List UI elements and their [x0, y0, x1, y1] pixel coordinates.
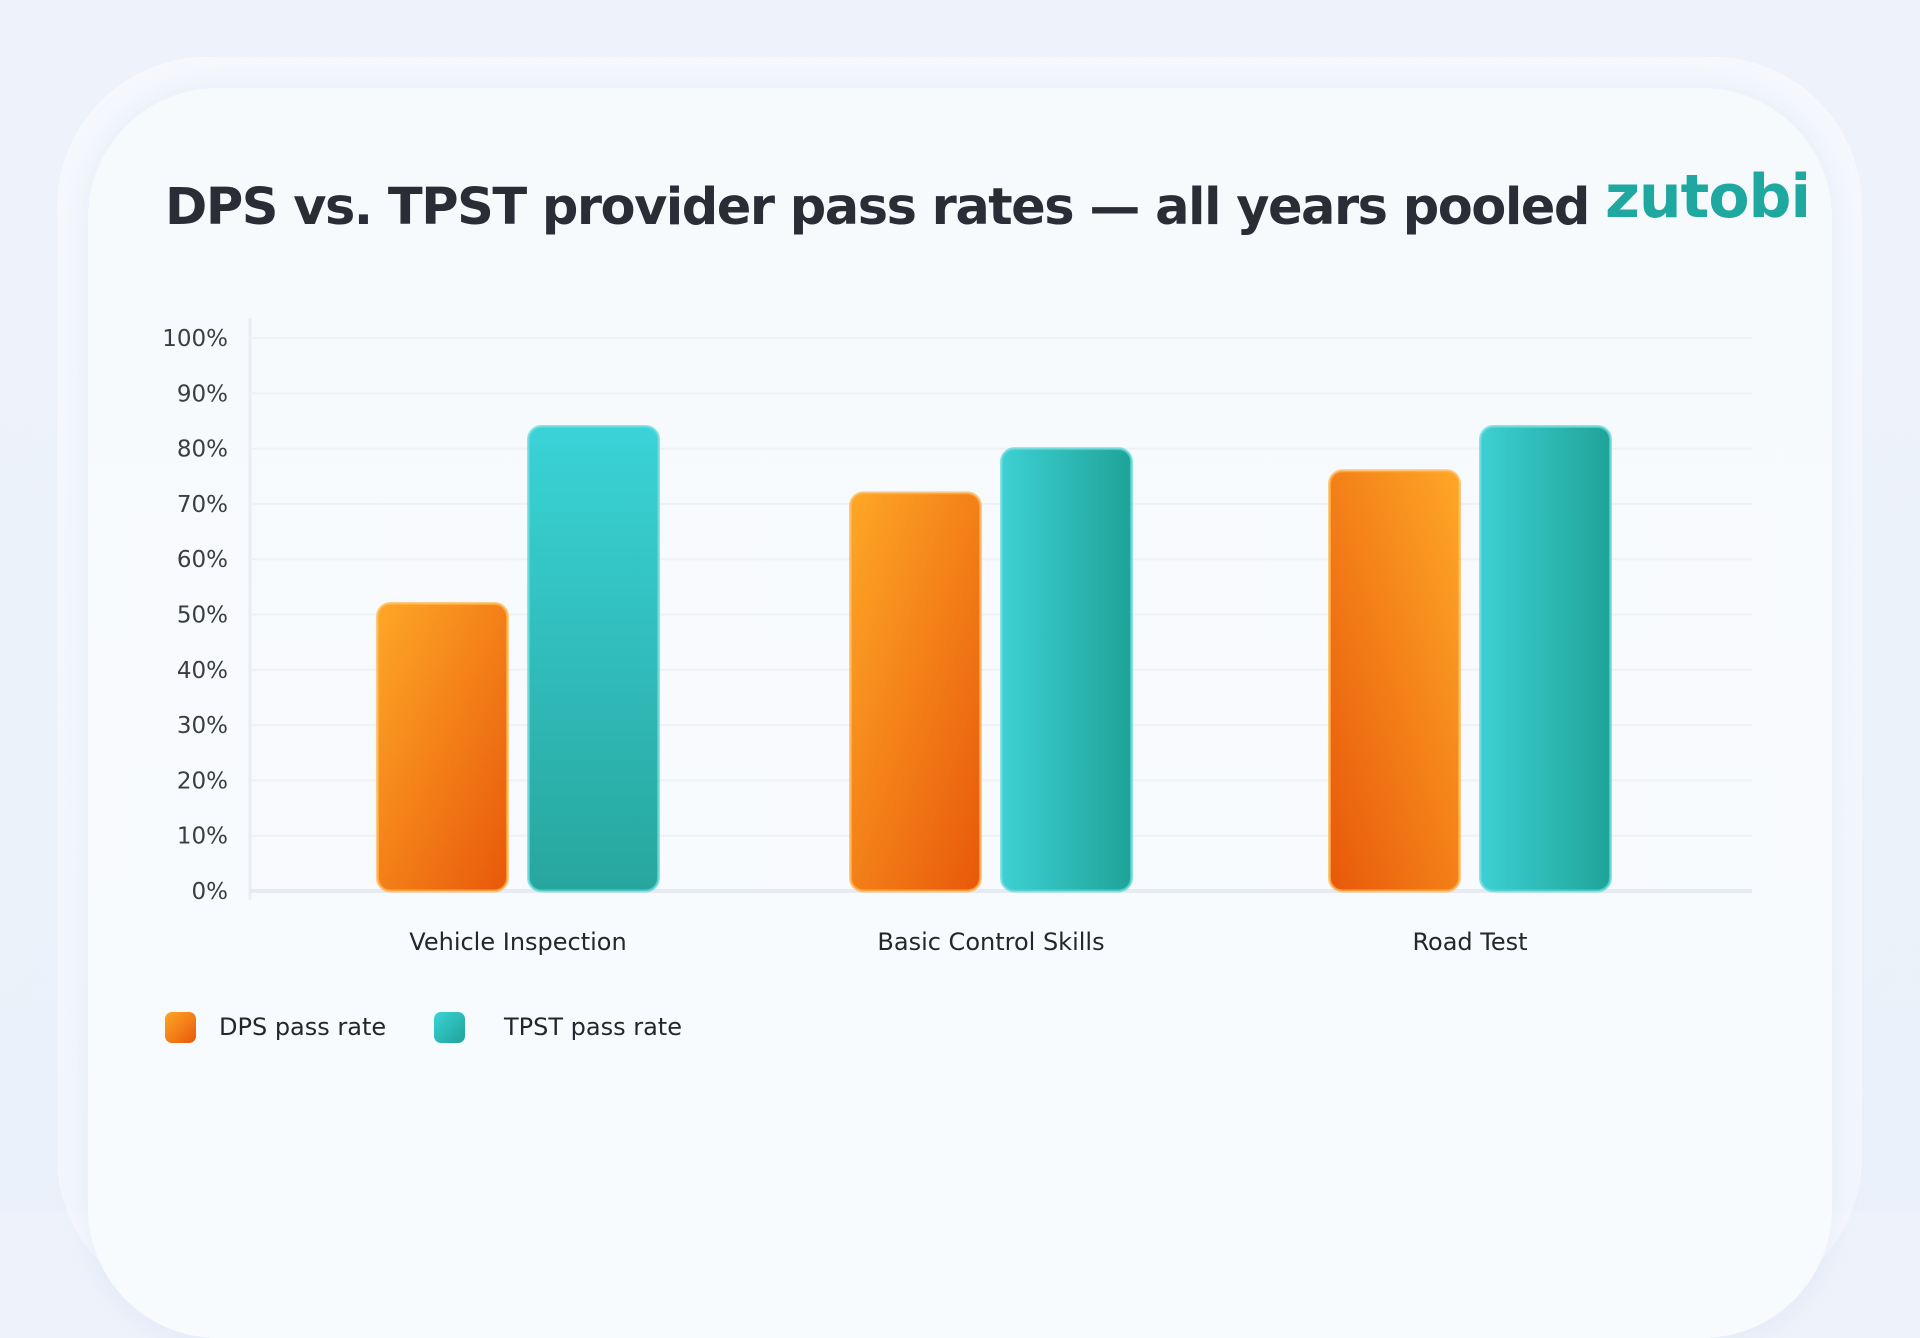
x-category-label: Basic Control Skills — [877, 928, 1104, 956]
y-tick-label: 70% — [177, 492, 228, 518]
bar-dps-0 — [376, 601, 509, 893]
legend-swatch-tpst — [434, 1012, 465, 1043]
y-tick-label: 50% — [177, 603, 228, 629]
y-tick-label: 0% — [192, 879, 229, 905]
y-tick-label: 20% — [177, 768, 228, 794]
zutobi-logo: zutobi — [1605, 162, 1811, 232]
bar-tpst-1 — [1000, 447, 1133, 893]
x-category-label: Vehicle Inspection — [409, 928, 626, 956]
bar-chart: 0% 10% 20% 30% 40% 50% 60% 70% 80% 90% 100% Vehicle… — [162, 318, 1752, 956]
legend-swatch-dps — [165, 1012, 196, 1043]
y-tick-label: 40% — [177, 658, 228, 684]
y-tick-label: 80% — [177, 437, 228, 463]
legend-label-dps: DPS pass rate — [219, 1013, 387, 1041]
y-tick-label: 100% — [162, 326, 228, 352]
chart-title: DPS vs. TPST provider pass rates — all y… — [165, 178, 1590, 237]
bar-dps-2 — [1328, 469, 1461, 893]
y-tick-label: 10% — [177, 824, 228, 850]
y-tick-label: 60% — [177, 547, 228, 573]
y-tick-label: 30% — [177, 713, 228, 739]
legend-label-tpst: TPST pass rate — [504, 1013, 682, 1041]
x-category-label: Road Test — [1412, 928, 1527, 956]
bar-tpst-0 — [527, 424, 660, 893]
y-tick-label: 90% — [177, 381, 228, 407]
bar-tpst-2 — [1479, 424, 1612, 893]
bar-dps-1 — [849, 491, 982, 893]
